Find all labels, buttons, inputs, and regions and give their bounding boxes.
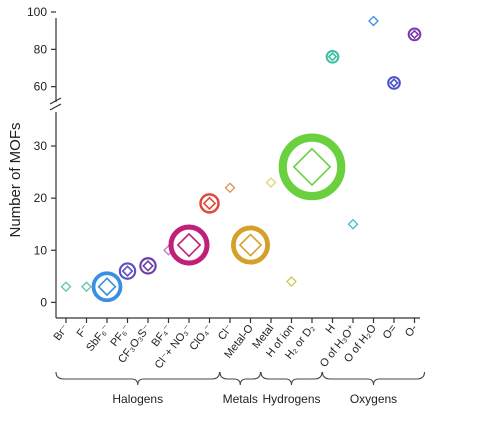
point-diamond — [409, 29, 420, 40]
x-tick-label: H — [324, 322, 338, 336]
data-points — [60, 15, 422, 303]
point-ring — [168, 224, 210, 266]
data-point — [168, 224, 210, 266]
point-diamond — [238, 233, 263, 257]
point-ring — [278, 133, 346, 201]
point-diamond — [60, 281, 72, 293]
data-point — [81, 281, 92, 293]
group-brace — [260, 371, 323, 386]
category-labels: Br⁻ F⁻SbF₆⁻PF₆⁻CF₃O₃S⁻BF₄⁻Cl⁻+ NO₃⁻ClO₄⁻ C… — [52, 322, 421, 371]
x-tick-label: O- — [403, 322, 420, 339]
point-diamond — [97, 277, 117, 297]
y-axis-label: Number of MOFs — [7, 122, 24, 237]
data-point — [325, 49, 340, 64]
data-point — [199, 193, 220, 214]
y-tick-label: 10 — [34, 243, 48, 257]
point-diamond — [286, 276, 297, 287]
point-diamond — [224, 182, 236, 194]
group-brace — [55, 371, 221, 386]
data-point — [286, 276, 297, 287]
y-tick-label: 30 — [34, 139, 48, 153]
point-diamond — [176, 232, 202, 258]
group-label: Hydrogens — [262, 392, 320, 406]
axis-break-mark — [49, 103, 62, 111]
axis-break-mark — [49, 97, 62, 105]
point-ring — [387, 76, 401, 90]
data-point — [407, 27, 422, 42]
point-ring — [199, 193, 220, 214]
data-point — [368, 15, 379, 27]
data-point — [387, 76, 401, 90]
x-tick-label: ClO₄⁻ — [187, 322, 215, 353]
point-ring — [231, 225, 270, 265]
point-diamond — [265, 177, 277, 188]
data-point — [139, 257, 157, 275]
data-point — [60, 281, 72, 293]
point-ring — [118, 262, 137, 280]
x-tick-label: SbF₆⁻ — [84, 322, 112, 354]
point-diamond — [389, 78, 399, 88]
point-diamond — [121, 265, 134, 277]
point-diamond — [368, 15, 379, 27]
data-point — [231, 225, 270, 265]
group-brace — [219, 371, 262, 386]
point-diamond — [292, 147, 332, 187]
point-diamond — [81, 281, 92, 293]
data-point — [224, 182, 236, 194]
point-ring — [407, 27, 422, 42]
y-tick-label: 80 — [34, 42, 48, 56]
category-groups: Halogens Metals Hydrogens Oxygens — [55, 371, 426, 406]
data-point — [118, 262, 137, 280]
data-point — [91, 271, 123, 303]
axes: 0 10 20 30 60 80 100 — [27, 5, 420, 323]
group-label: Metals — [223, 392, 258, 406]
point-ring — [325, 49, 340, 64]
point-diamond — [202, 196, 217, 211]
point-diamond — [327, 52, 338, 62]
y-tick-label: 0 — [40, 295, 47, 309]
y-tick-label: 20 — [34, 191, 48, 205]
y-tick-label: 100 — [27, 5, 47, 19]
group-label: Oxygens — [350, 392, 397, 406]
x-tick-label: O= — [381, 322, 400, 341]
y-tick-label: 60 — [34, 80, 48, 94]
point-diamond — [142, 260, 154, 272]
group-brace — [321, 371, 426, 386]
group-label: Halogens — [112, 392, 163, 406]
point-ring — [139, 257, 157, 275]
x-tick-label: Br⁻ — [52, 322, 72, 343]
data-point — [265, 177, 277, 188]
point-diamond — [347, 218, 359, 230]
x-tick-label: F⁻ — [75, 322, 92, 339]
data-point — [278, 133, 346, 201]
data-point — [347, 218, 359, 230]
point-ring — [91, 271, 123, 303]
